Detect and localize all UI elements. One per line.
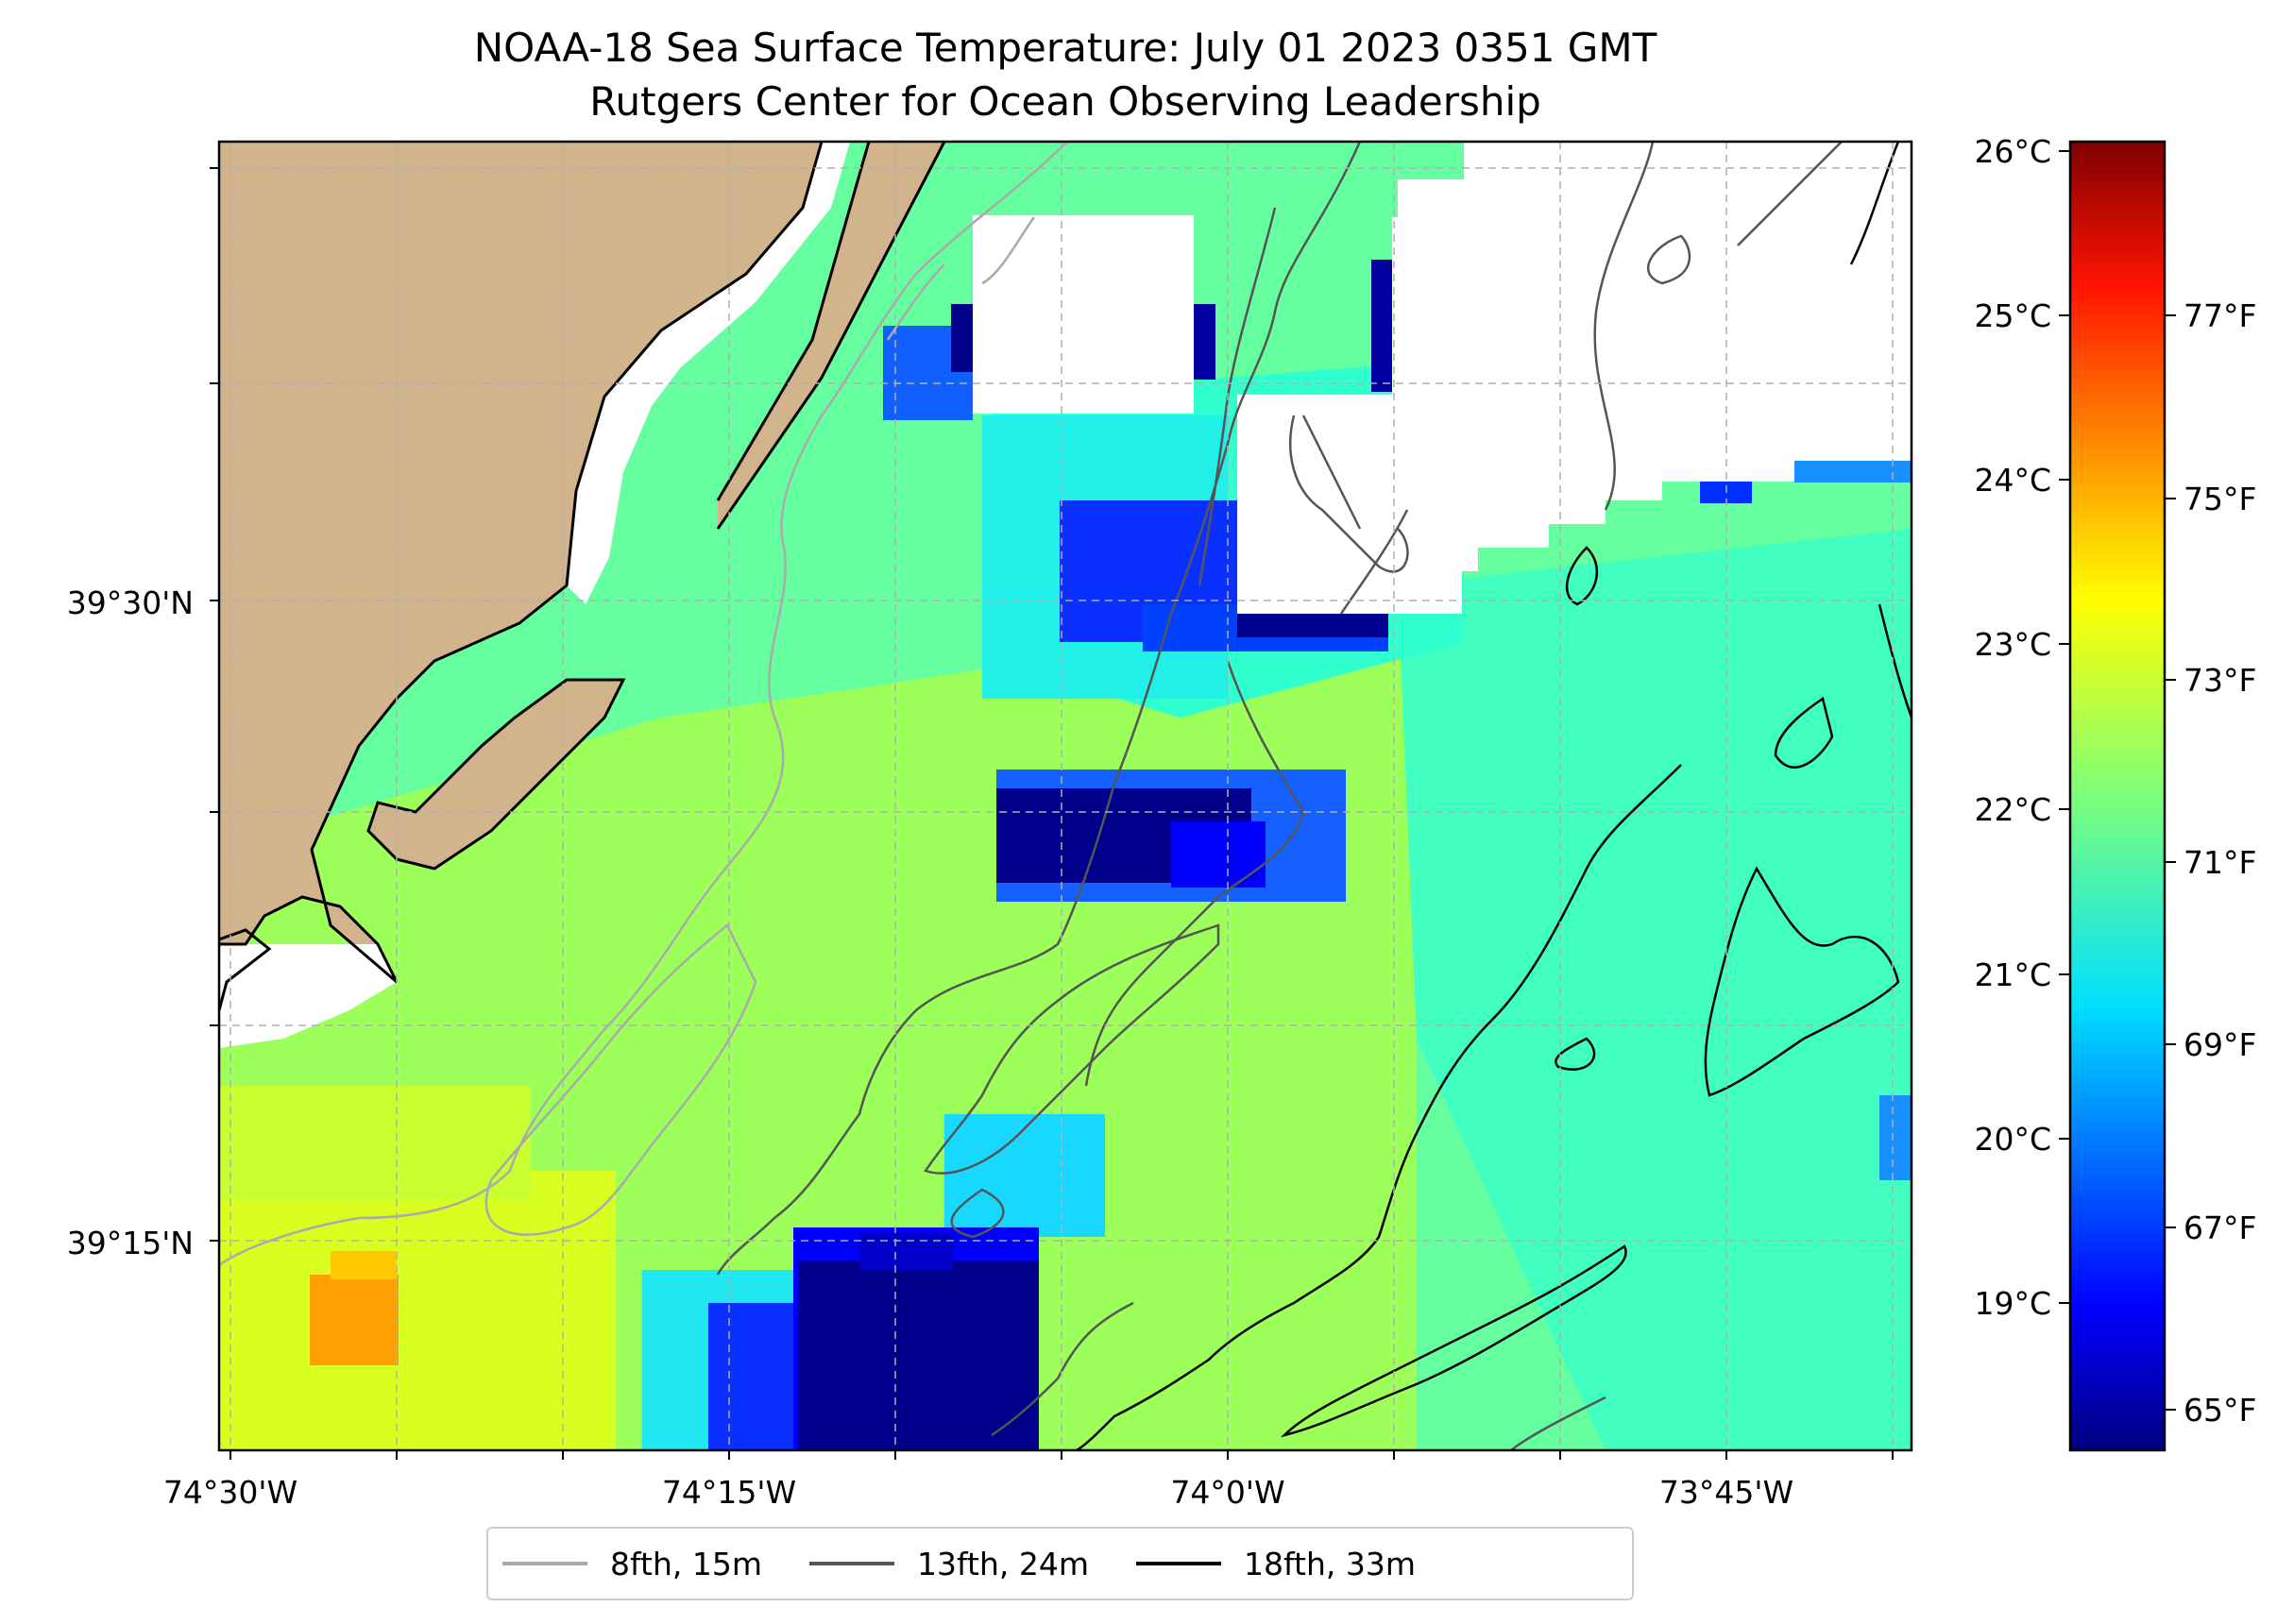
colorbar-fahrenheit-label: 77°F	[2184, 297, 2256, 334]
contour-13fth-6	[1289, 414, 1606, 1450]
lon-tick-label: 74°15'W	[662, 1474, 796, 1511]
sst-orange-patch-2	[331, 1251, 397, 1279]
contour-8fth-3	[886, 216, 1036, 341]
colorbar-celsius-label: 24°C	[1974, 462, 2051, 499]
map-frame	[217, 140, 1913, 1452]
lat-tick-label: 39°15'N	[67, 1225, 194, 1261]
legend-item-13fth: 13fth, 24m	[809, 1546, 1089, 1582]
colorbar-fahrenheit-label: 65°F	[2184, 1392, 2256, 1429]
legend-line-8fth	[502, 1562, 587, 1565]
coastline-inlet	[219, 928, 272, 1011]
land-peninsula	[368, 680, 623, 869]
nodata-north-3	[1643, 142, 1747, 156]
contour-13fth-4	[950, 1188, 1134, 1437]
legend-line-13fth	[809, 1562, 895, 1565]
colorbar	[2068, 140, 2167, 1452]
sst-cold-south-navy-2	[859, 1232, 954, 1270]
lat-tick-label: 39°30'N	[67, 584, 194, 621]
colorbar-celsius-label: 23°C	[1974, 626, 2051, 663]
contour-13fth	[716, 142, 1362, 1276]
colorbar-fahrenheit-label: 67°F	[2184, 1210, 2256, 1246]
sst-cold-ne-blue	[1192, 304, 1215, 380]
lon-tick-label: 74°0'W	[1170, 1474, 1284, 1511]
map-title-line2: Rutgers Center for Ocean Observing Leade…	[589, 78, 1541, 125]
contour-18fth	[1076, 764, 1682, 1450]
gridlines	[219, 142, 1912, 1450]
legend-label: 8fth, 15m	[610, 1545, 763, 1582]
colorbar-fahrenheit-label: 71°F	[2184, 844, 2256, 881]
sst-cold-mid-blue-2	[1171, 821, 1266, 888]
contour-18fth-4	[1555, 142, 1912, 1071]
lon-tick-label: 73°45'W	[1659, 1474, 1793, 1511]
colorbar-celsius-label: 22°C	[1974, 791, 2051, 828]
contour-18fth-2	[1280, 1244, 1627, 1438]
map-area	[219, 142, 1912, 1450]
colorbar-celsius-label: 25°C	[1974, 297, 2051, 334]
colorbar-celsius-label: 19°C	[1974, 1285, 2051, 1322]
nodata-shore-2	[219, 944, 397, 1048]
coastline-peninsula	[366, 678, 626, 871]
legend-item-18fth: 18fth, 33m	[1136, 1546, 1416, 1582]
coastline-mainland	[219, 142, 824, 984]
legend-item-8fth: 8fth, 15m	[502, 1546, 762, 1582]
sst-cold-south-navy	[798, 1260, 1039, 1450]
colorbar-ticks	[2059, 150, 2176, 1411]
legend-label: 18fth, 33m	[1244, 1545, 1417, 1582]
contour-legend: 8fth, 15m 13fth, 24m 18fth, 33m	[486, 1527, 1634, 1600]
lon-tick-label: 74°30'W	[163, 1474, 297, 1511]
map-title-line1: NOAA-18 Sea Surface Temperature: July 01…	[474, 25, 1657, 71]
colorbar-fahrenheit-label: 73°F	[2184, 662, 2256, 699]
nodata-shore-1	[567, 142, 850, 604]
contour-8fth-2	[484, 923, 757, 1236]
contour-8fth	[219, 142, 1068, 1267]
legend-line-18fth	[1136, 1562, 1222, 1565]
nodata-north-1	[973, 215, 1194, 414]
contour-18fth-3	[1704, 866, 1900, 1097]
colorbar-celsius-label: 26°C	[1974, 133, 2051, 170]
sst-orange-patch	[310, 1275, 399, 1365]
colorbar-celsius-label: 21°C	[1974, 956, 2051, 993]
colorbar-celsius-label: 20°C	[1974, 1121, 2051, 1158]
sst-cold-e-cyan-2	[1879, 1095, 1912, 1180]
nodata-north-2	[1237, 142, 1912, 614]
sst-yellow-patch-2	[219, 1086, 531, 1199]
sst-cold-e-cyan	[1794, 459, 1912, 482]
land-mainland	[219, 142, 822, 982]
colorbar-fahrenheit-label: 75°F	[2184, 481, 2256, 517]
map-ticks	[210, 167, 1894, 1460]
colorbar-fahrenheit-label: 69°F	[2184, 1026, 2256, 1063]
contour-13fth-3	[924, 923, 1220, 1175]
coastline-barrier	[716, 142, 946, 530]
sst-cold-nw-navy	[951, 304, 975, 372]
legend-label: 13fth, 24m	[917, 1545, 1090, 1582]
contour-13fth-5	[1301, 142, 1843, 615]
sst-cold-ne-navy	[1371, 260, 1392, 392]
land-barrier-island	[718, 142, 944, 529]
sst-yellow-patch	[219, 1171, 616, 1450]
sst-cyan-band-east	[1398, 529, 1912, 1450]
sst-cyan-south-2	[944, 1114, 1105, 1237]
